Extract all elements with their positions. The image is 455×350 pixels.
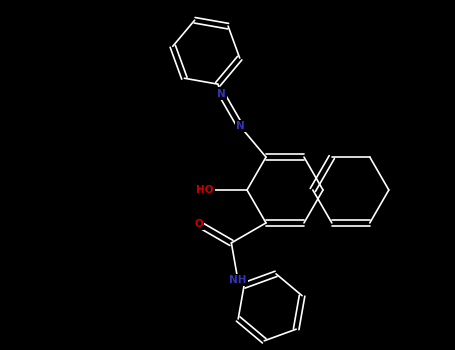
Text: NH: NH — [229, 275, 247, 285]
Text: N: N — [217, 89, 226, 99]
Text: O: O — [194, 219, 203, 229]
Text: HO: HO — [196, 185, 214, 195]
Text: N: N — [236, 121, 245, 132]
